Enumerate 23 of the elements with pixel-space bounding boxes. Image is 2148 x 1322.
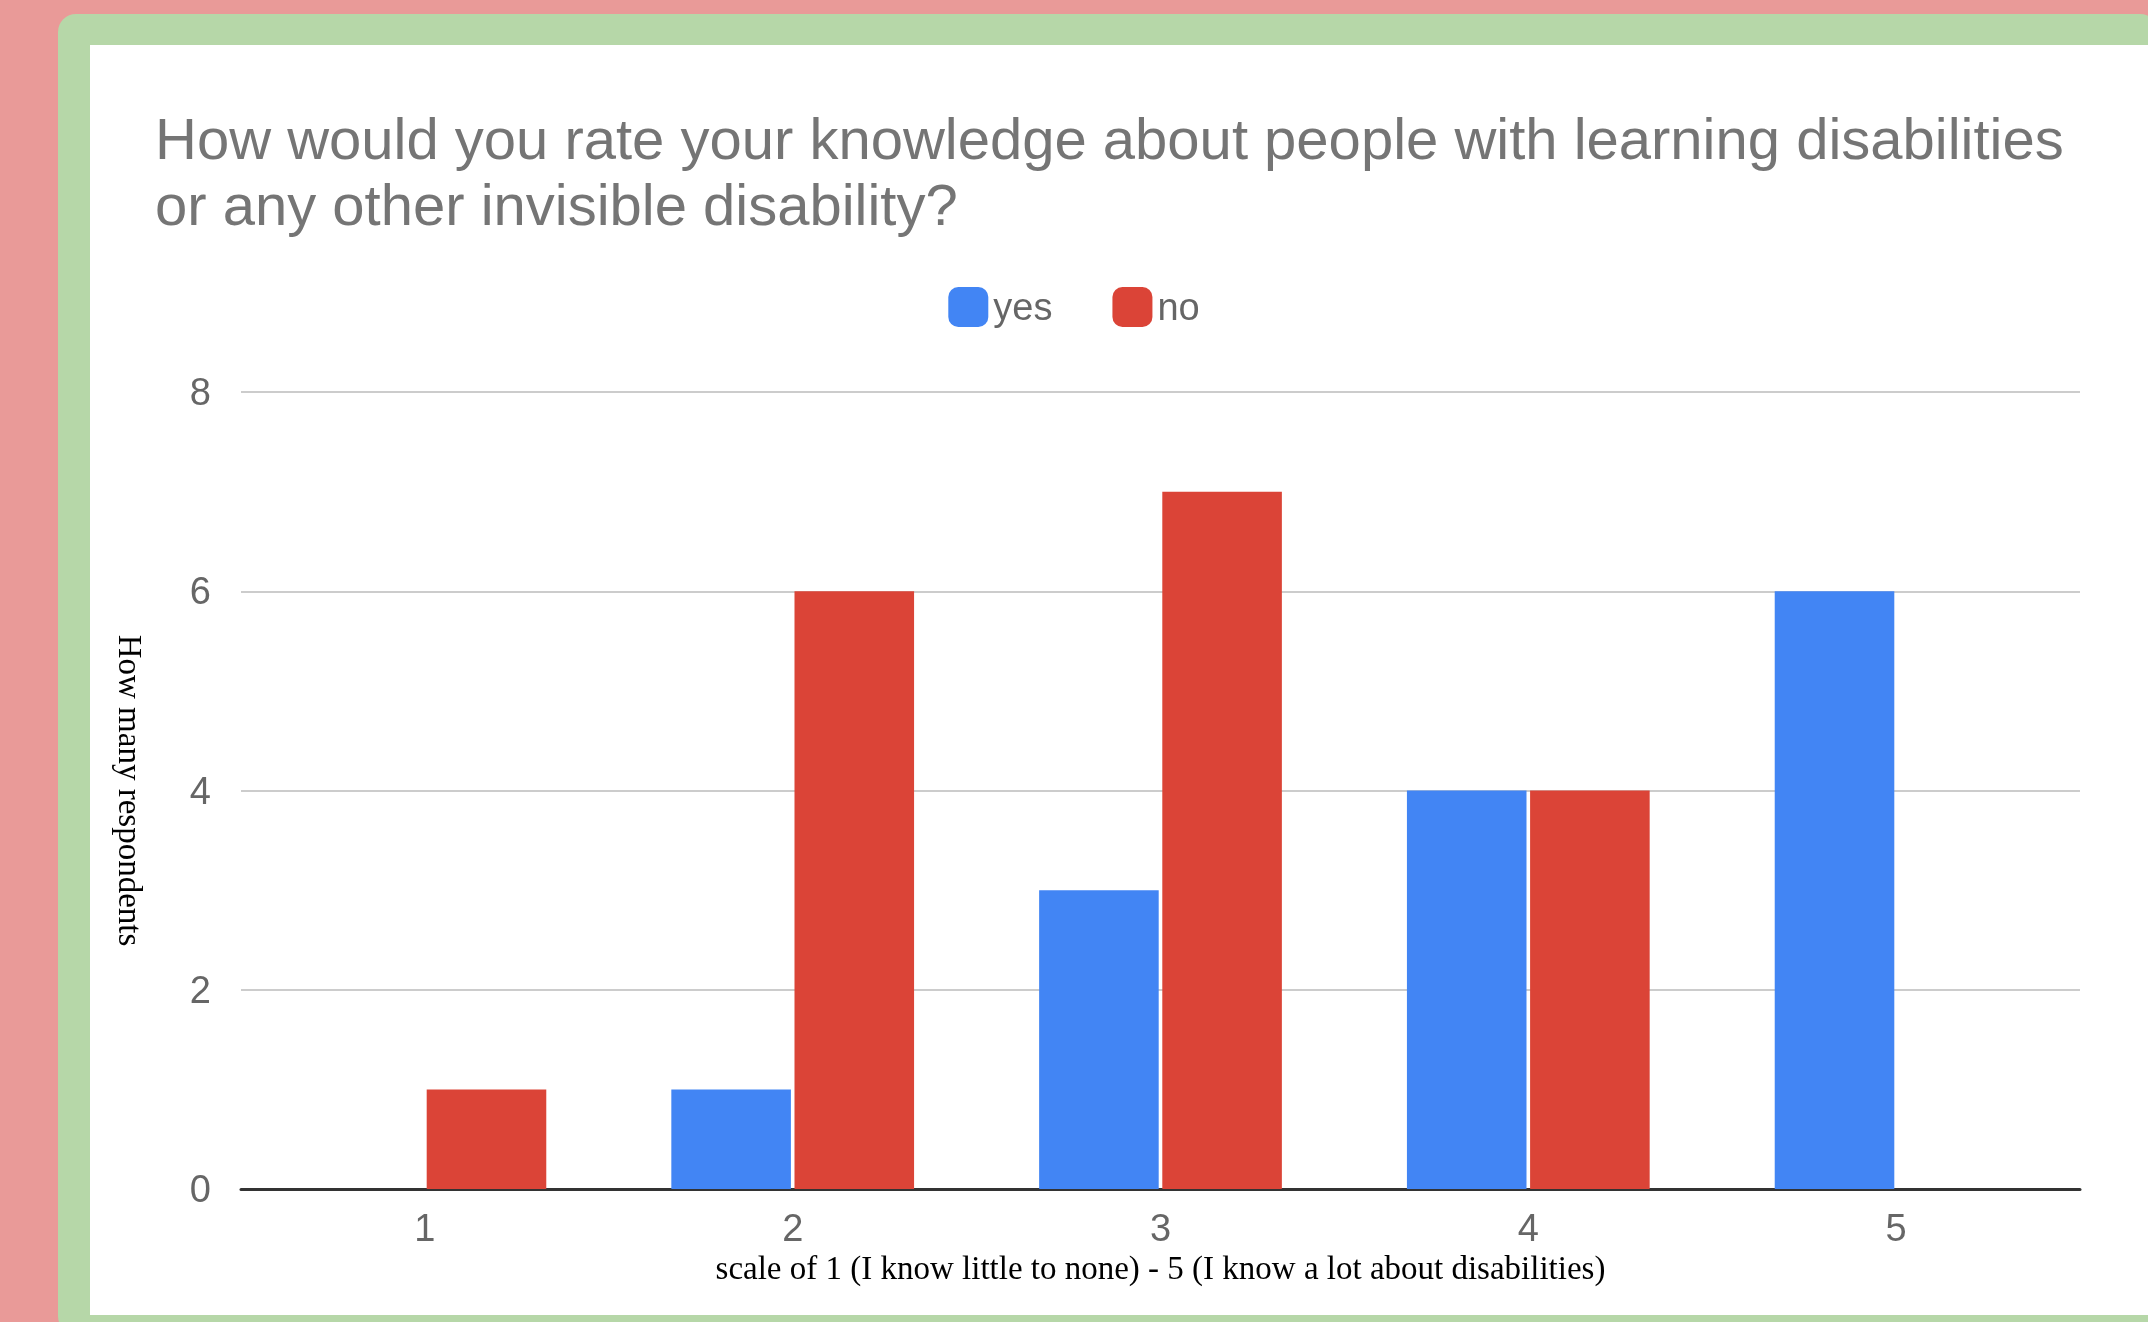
y-tick-label: 2 [189,968,211,1011]
x-tick-label: 1 [414,1207,436,1249]
legend-label: yes [993,286,1053,328]
bar [426,1089,547,1189]
y-tick-label: 4 [189,769,211,812]
y-tick-label: 0 [189,1168,211,1210]
x-axis-title: scale of 1 (I know little to none) - 5 (I know a lot about disabilities) [715,1250,1606,1288]
x-tick-label: 5 [1885,1207,1907,1249]
x-tick-label: 4 [1517,1207,1539,1249]
bar [1530,790,1650,1189]
y-axis-title: How many respondents [111,634,148,947]
x-tick-label: 3 [1149,1207,1172,1249]
bar [1039,890,1159,1189]
bar [1162,491,1282,1189]
bar [794,591,915,1189]
chart-title: How would you rate your knowledge about people with learning disabilities or any other invisible disability? [155,105,2080,237]
y-tick-label: 8 [189,371,211,413]
legend-label: no [1157,286,1200,328]
bar [1774,591,1895,1189]
bar [671,1089,791,1189]
bar [1406,790,1527,1189]
x-tick-label: 2 [782,1207,804,1249]
y-tick-label: 6 [189,570,211,613]
